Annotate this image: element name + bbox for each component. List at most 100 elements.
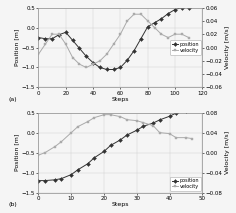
- velocity: [105, 53, 108, 55]
- velocity: [181, 33, 183, 36]
- position: [71, 39, 74, 42]
- position: [187, 6, 190, 9]
- position: [60, 177, 63, 180]
- velocity: [174, 33, 177, 36]
- position: [92, 61, 94, 64]
- position: [93, 157, 96, 159]
- velocity: [44, 43, 47, 45]
- velocity: [112, 43, 115, 45]
- velocity: [119, 33, 122, 36]
- velocity: [119, 115, 122, 118]
- velocity: [93, 116, 96, 119]
- position: [191, 109, 194, 112]
- velocity: [37, 154, 40, 156]
- position: [146, 26, 149, 28]
- position: [70, 173, 73, 176]
- position: [139, 37, 142, 40]
- position: [119, 139, 122, 141]
- position: [126, 134, 128, 136]
- velocity: [109, 113, 112, 116]
- position: [167, 12, 170, 15]
- position: [78, 47, 81, 50]
- position: [44, 37, 47, 40]
- velocity: [98, 60, 101, 62]
- Line: position: position: [37, 109, 194, 182]
- velocity: [133, 13, 135, 16]
- velocity: [51, 33, 54, 36]
- Line: position: position: [37, 6, 190, 71]
- position: [153, 22, 156, 24]
- velocity: [126, 20, 129, 22]
- position: [168, 115, 171, 118]
- velocity: [152, 124, 155, 127]
- position: [76, 168, 79, 171]
- position: [58, 33, 60, 36]
- Legend: position, velocity: position, velocity: [170, 177, 201, 191]
- velocity: [60, 140, 63, 143]
- position: [44, 179, 46, 182]
- position: [86, 163, 89, 165]
- position: [160, 17, 163, 20]
- position: [37, 179, 40, 182]
- Y-axis label: Velocity [m/s]: Velocity [m/s]: [225, 26, 230, 69]
- velocity: [78, 63, 81, 65]
- velocity: [135, 119, 138, 122]
- position: [135, 129, 138, 131]
- position: [64, 31, 67, 34]
- position: [119, 66, 122, 69]
- position: [158, 119, 161, 121]
- velocity: [126, 118, 128, 121]
- velocity: [160, 33, 163, 36]
- velocity: [139, 13, 142, 16]
- velocity: [76, 125, 79, 128]
- velocity: [70, 131, 73, 134]
- position: [53, 178, 56, 181]
- velocity: [86, 120, 89, 123]
- position: [175, 112, 177, 114]
- Y-axis label: Position [m]: Position [m]: [14, 134, 19, 171]
- position: [185, 110, 187, 113]
- velocity: [168, 132, 171, 135]
- position: [152, 122, 155, 124]
- velocity: [103, 113, 105, 116]
- position: [174, 8, 177, 11]
- velocity: [175, 136, 177, 139]
- Line: velocity: velocity: [37, 13, 190, 69]
- position: [103, 150, 105, 153]
- position: [37, 36, 40, 39]
- velocity: [153, 26, 156, 29]
- velocity: [58, 33, 60, 36]
- position: [51, 37, 54, 40]
- velocity: [64, 43, 67, 45]
- Y-axis label: Position [m]: Position [m]: [14, 29, 19, 66]
- velocity: [158, 131, 161, 134]
- position: [133, 49, 135, 52]
- velocity: [85, 66, 88, 69]
- position: [142, 125, 145, 128]
- position: [112, 68, 115, 71]
- velocity: [187, 36, 190, 39]
- velocity: [37, 53, 40, 55]
- X-axis label: Steps: Steps: [112, 202, 129, 207]
- velocity: [142, 121, 145, 124]
- Text: (b): (b): [9, 202, 18, 207]
- position: [85, 55, 88, 58]
- position: [181, 6, 183, 9]
- velocity: [92, 63, 94, 65]
- Text: (a): (a): [9, 97, 18, 102]
- velocity: [185, 136, 187, 139]
- Line: velocity: velocity: [37, 113, 194, 157]
- position: [126, 59, 129, 62]
- position: [98, 66, 101, 69]
- Legend: position, velocity: position, velocity: [170, 40, 201, 55]
- velocity: [146, 20, 149, 22]
- position: [105, 68, 108, 71]
- velocity: [167, 36, 170, 39]
- velocity: [71, 56, 74, 59]
- position: [109, 144, 112, 147]
- velocity: [44, 151, 46, 154]
- X-axis label: Steps: Steps: [112, 97, 129, 102]
- Y-axis label: Velocity [m/s]: Velocity [m/s]: [225, 131, 230, 174]
- velocity: [53, 145, 56, 148]
- velocity: [191, 137, 194, 140]
